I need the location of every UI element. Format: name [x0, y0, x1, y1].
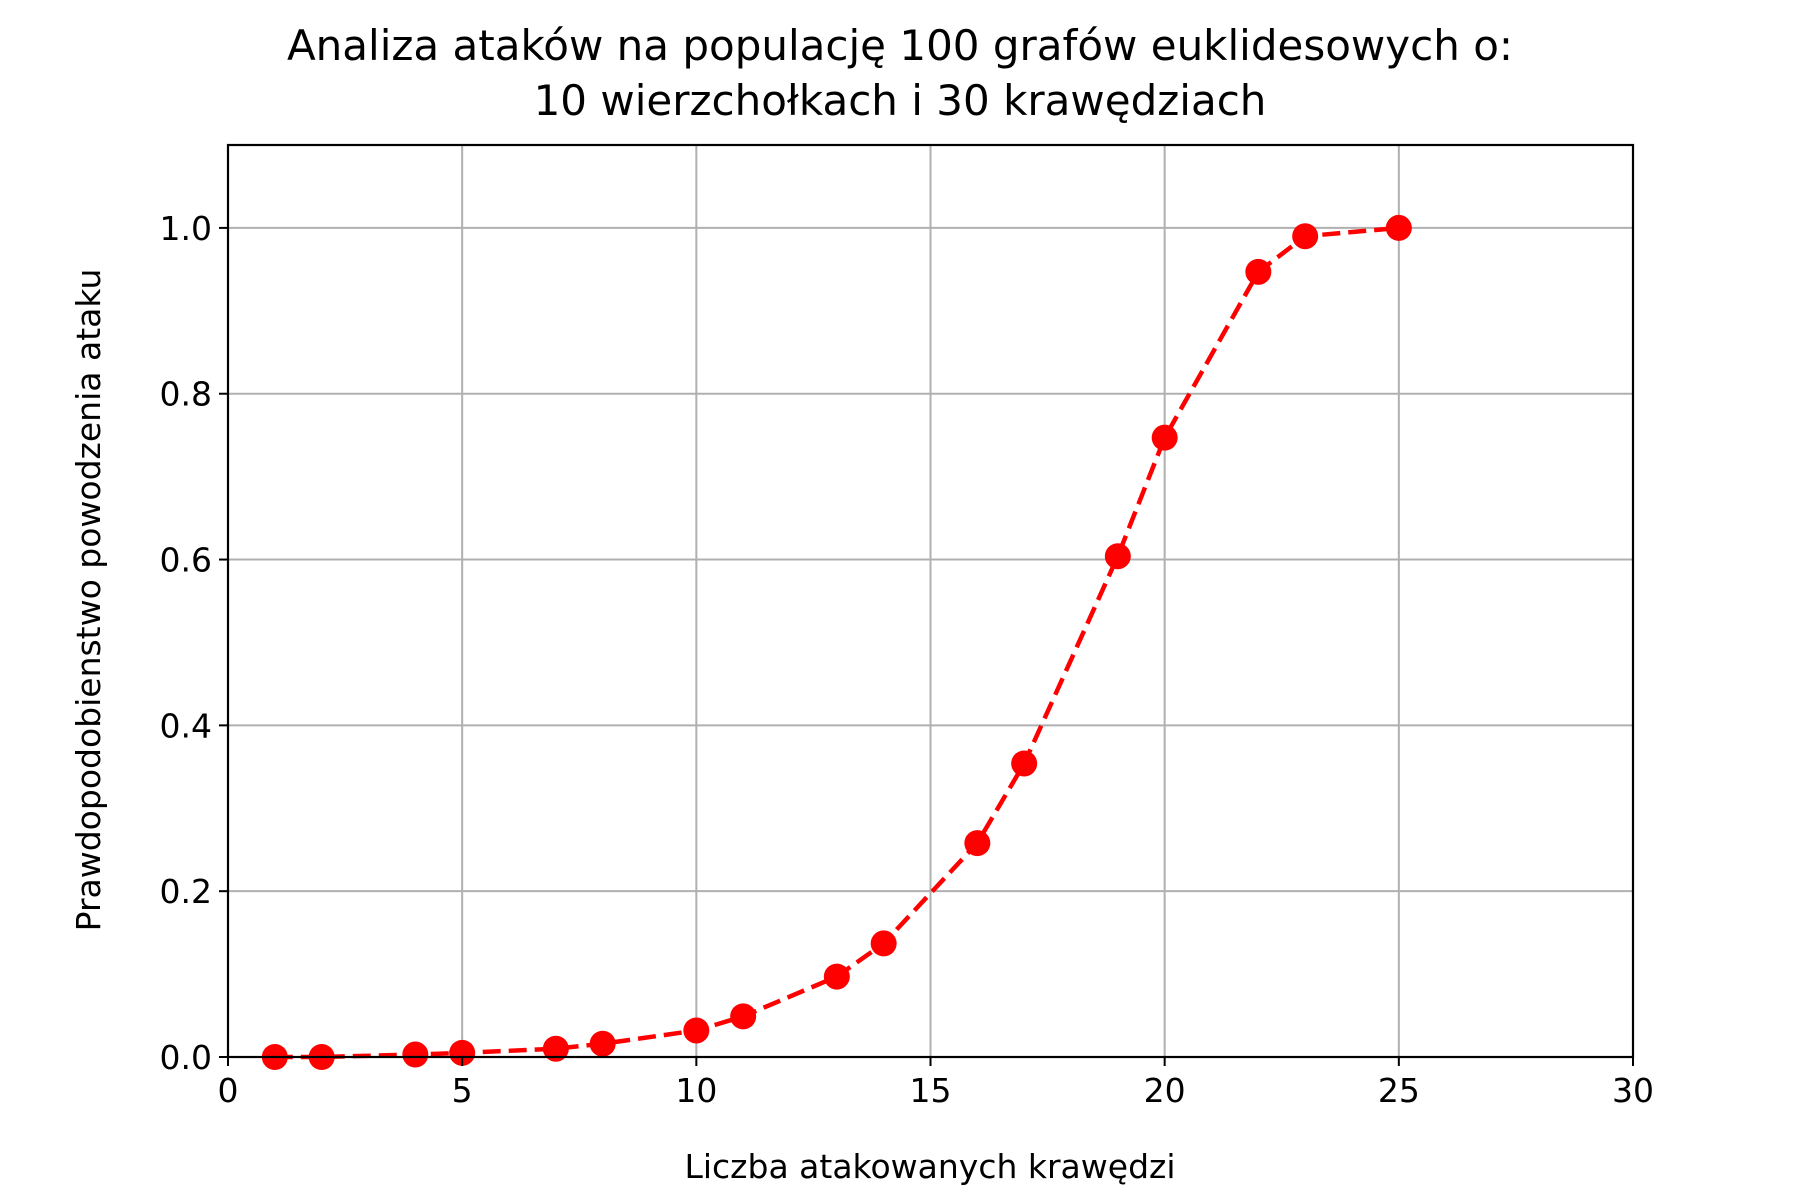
- x-tick-label: 20: [1144, 1071, 1186, 1110]
- y-tick-label: 0.6: [160, 541, 212, 580]
- x-axis-label: Liczba atakowanych krawędzi: [684, 1147, 1175, 1186]
- data-point: [683, 1017, 710, 1044]
- y-tick-label: 0.4: [160, 706, 212, 745]
- data-point: [1151, 424, 1178, 451]
- y-tick-label: 0.2: [160, 872, 212, 911]
- data-point: [542, 1035, 569, 1062]
- data-point: [870, 930, 897, 957]
- data-point: [1385, 214, 1412, 241]
- y-tick-label: 1.0: [160, 209, 212, 248]
- x-tick-label: 25: [1378, 1071, 1420, 1110]
- chart-title-line-2: 10 wierzchołkach i 30 krawędziach: [534, 76, 1267, 125]
- ticks: 0 5 10 15 20 25 30 0.0 0.2 0.4 0.6 0.8 1.0: [160, 209, 1654, 1110]
- plot-area: [261, 214, 1412, 1070]
- x-tick-label: 10: [675, 1071, 717, 1110]
- y-axis-label: Prawdopodobienstwo powodzenia ataku: [69, 269, 108, 932]
- data-point: [964, 830, 991, 857]
- data-point: [449, 1039, 476, 1066]
- data-point: [1245, 258, 1272, 285]
- data-point: [823, 963, 850, 990]
- y-tick-label: 0.8: [160, 375, 212, 414]
- data-point: [1011, 750, 1038, 777]
- data-point: [402, 1041, 429, 1068]
- x-tick-label: 5: [452, 1071, 473, 1110]
- data-point: [589, 1030, 616, 1057]
- x-tick-label: 0: [218, 1071, 239, 1110]
- x-tick-label: 15: [910, 1071, 952, 1110]
- data-point: [730, 1003, 757, 1030]
- y-tick-label: 0.0: [160, 1038, 212, 1077]
- x-tick-label: 30: [1612, 1071, 1654, 1110]
- chart-title-line-1: Analiza ataków na populację 100 grafów e…: [287, 21, 1513, 70]
- data-point: [1292, 223, 1319, 250]
- data-point: [1104, 543, 1131, 570]
